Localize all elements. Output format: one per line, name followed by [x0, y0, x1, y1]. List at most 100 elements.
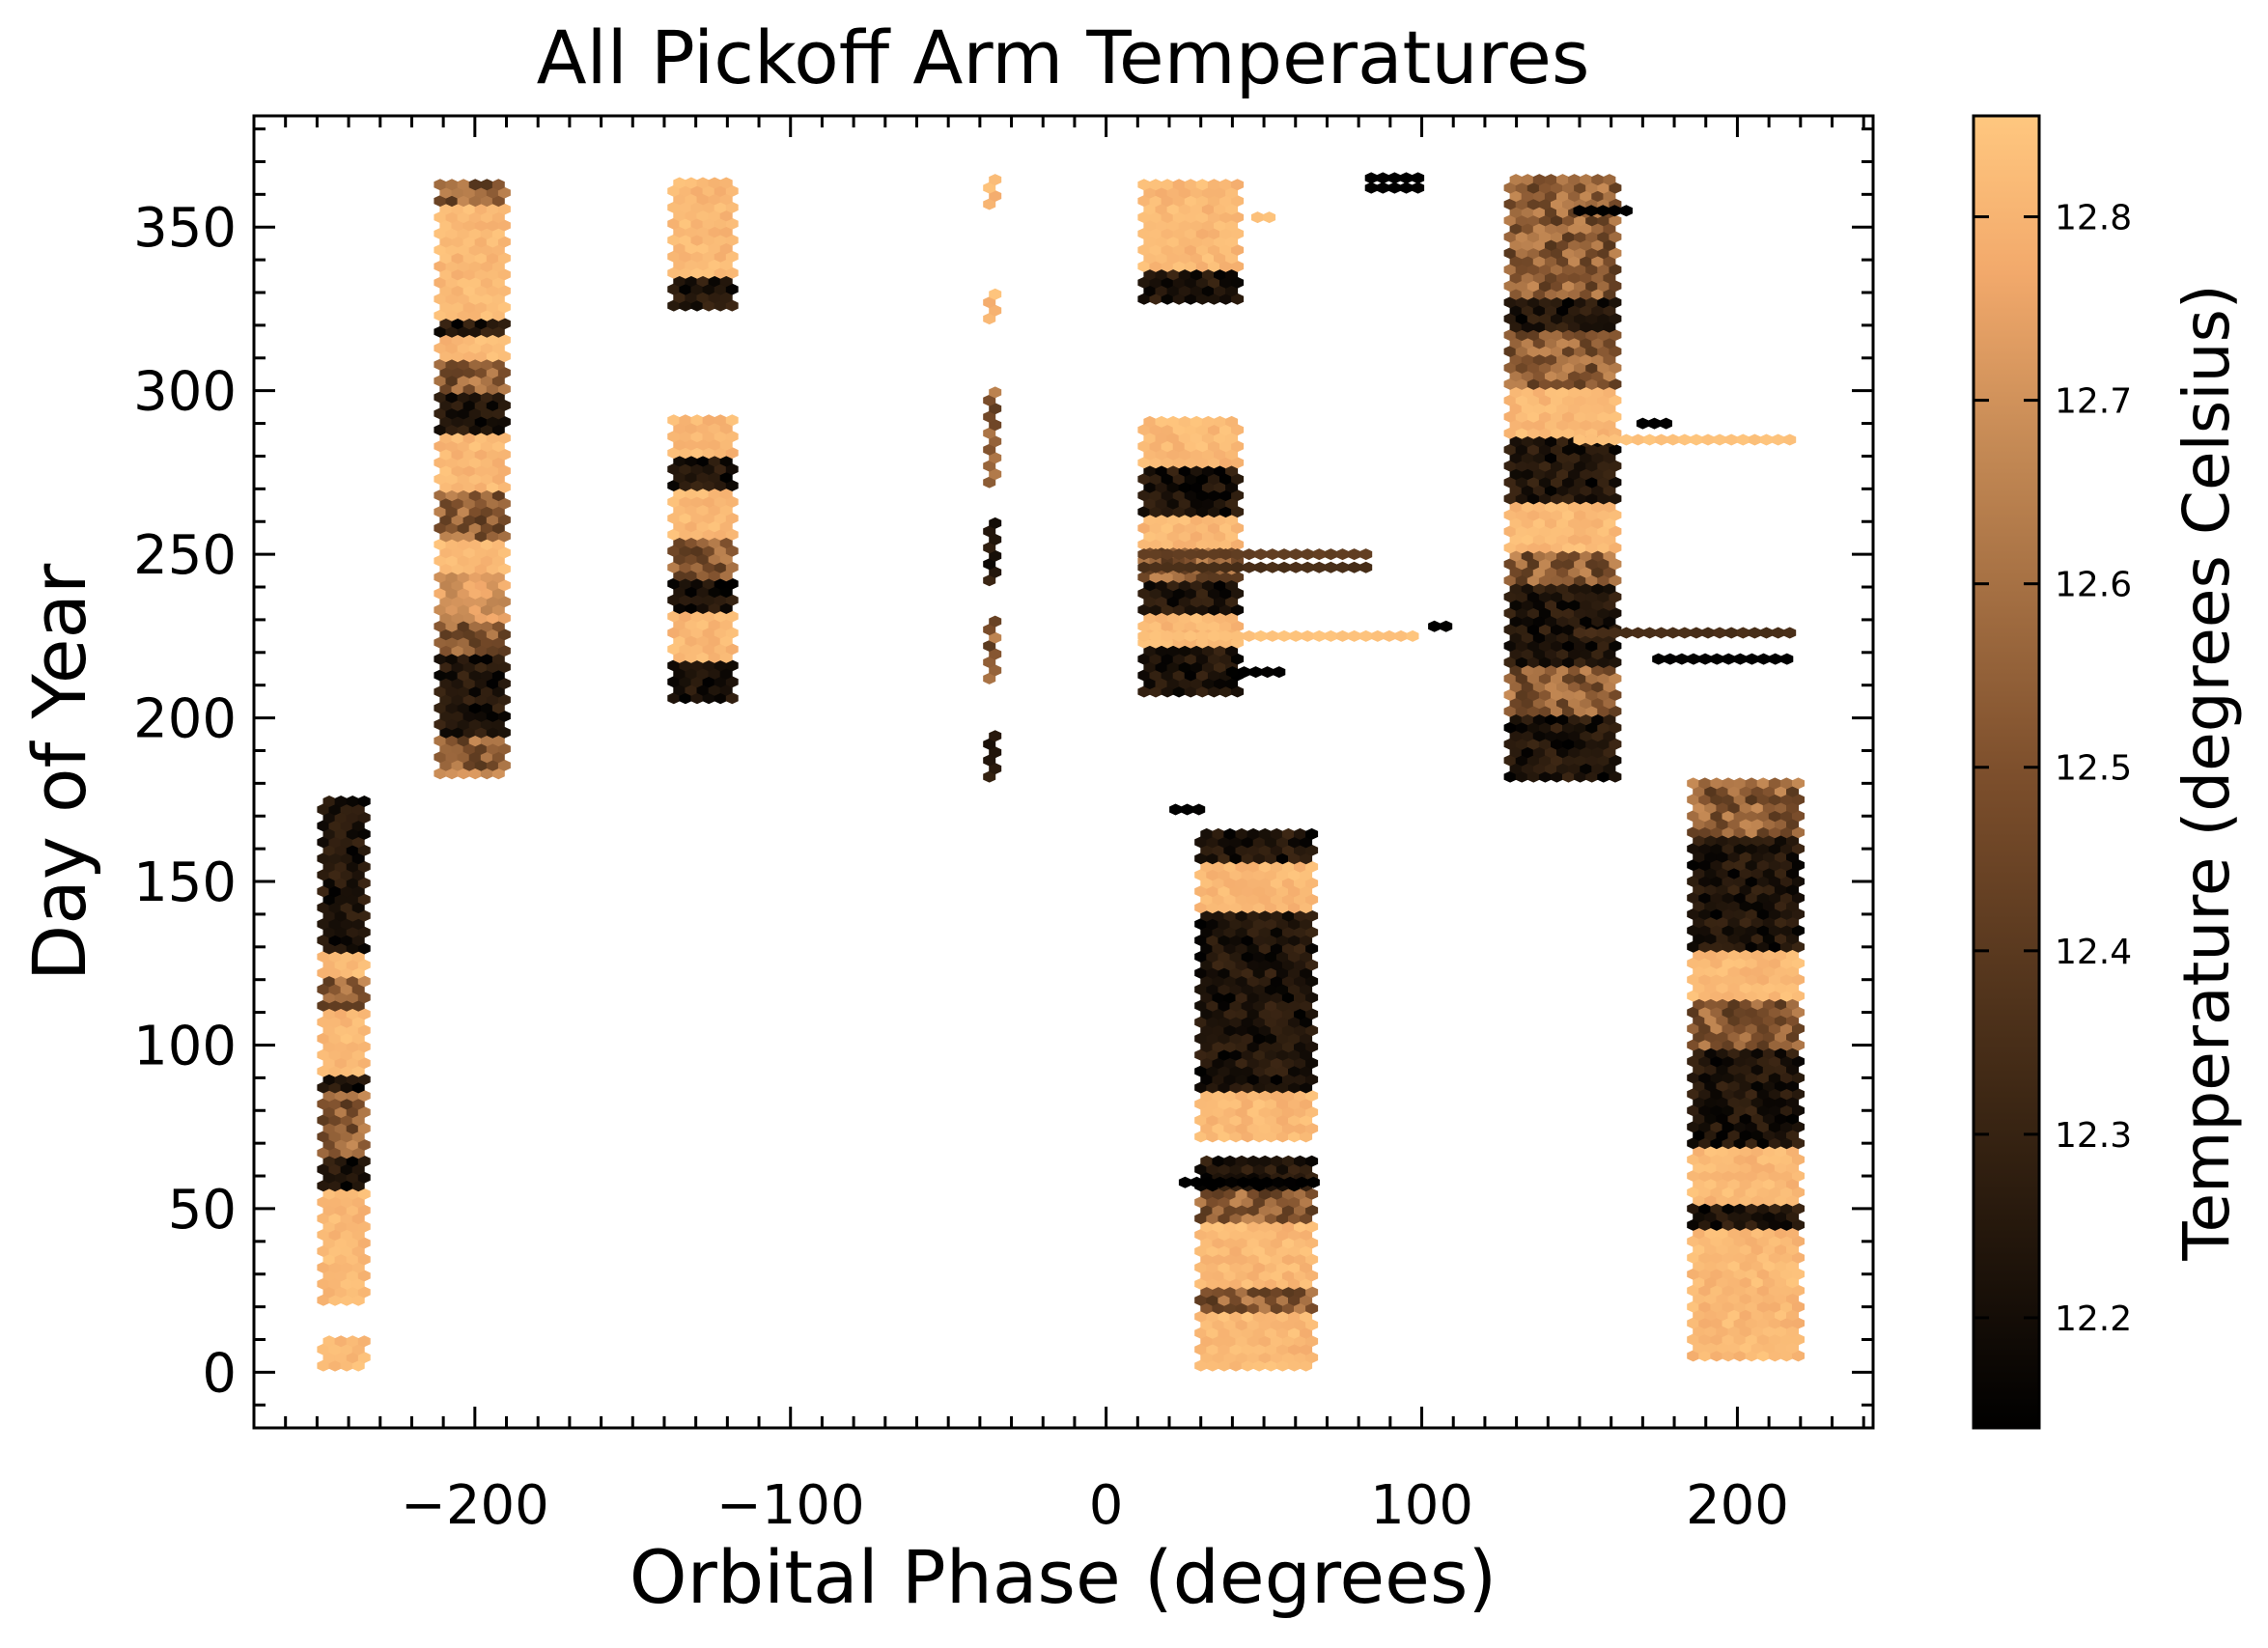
hex-cell [1137, 571, 1151, 583]
hex-cell [1580, 582, 1593, 595]
hex-cell [1762, 883, 1776, 896]
hex-cell [1270, 877, 1283, 889]
hex-cell [1214, 236, 1226, 248]
hex-cell [351, 836, 365, 849]
hex-cell [1562, 394, 1575, 406]
hex-cell [1609, 574, 1622, 587]
hex-cell [1207, 473, 1220, 486]
hex-cell [462, 203, 476, 215]
hex-cell [708, 242, 721, 255]
hex-cell [1538, 688, 1552, 701]
hex-cell [1235, 1024, 1248, 1037]
hex-cell [1526, 591, 1540, 603]
hex-cell [1149, 548, 1162, 561]
hex-cell [690, 266, 704, 279]
hex-cell [434, 489, 447, 502]
hex-cell [1556, 207, 1569, 218]
hex-cell [480, 669, 493, 682]
hex-cell [1509, 271, 1523, 284]
hex-cell [486, 367, 499, 378]
hex-cell [1184, 179, 1197, 191]
hex-cell [1231, 685, 1245, 698]
hex-cell [1603, 697, 1616, 710]
hex-cell [1704, 1293, 1718, 1305]
hex-cell [1289, 548, 1302, 561]
hex-cell [1716, 1342, 1729, 1354]
hex-cell [1722, 1333, 1735, 1346]
hex-cell [322, 860, 336, 873]
hex-cell [1161, 228, 1174, 239]
hex-cell [1597, 182, 1610, 194]
hex-cell [1194, 1131, 1208, 1143]
hex-cell [1229, 951, 1243, 963]
hex-cell [334, 992, 348, 1004]
hex-cell [1229, 1065, 1243, 1077]
hex-cell [1568, 386, 1582, 399]
hex-cell [1223, 827, 1237, 840]
hex-cell [1241, 1213, 1254, 1225]
hex-cell [1178, 579, 1191, 592]
hex-cell [1750, 1211, 1764, 1223]
hex-cell [1509, 615, 1523, 628]
hex-cell [1521, 288, 1534, 300]
hex-cell [491, 669, 505, 682]
hex-cell [1258, 975, 1272, 988]
hex-cell [1750, 851, 1764, 863]
hex-cell [1739, 998, 1752, 1011]
hex-cell [1768, 1187, 1781, 1198]
hex-cell [1792, 1072, 1805, 1084]
hex-cell [714, 447, 727, 460]
hex-cell [673, 619, 686, 630]
hex-cell [1739, 1145, 1752, 1158]
hex-cell [1252, 852, 1266, 865]
hex-cell [1241, 1065, 1254, 1077]
hex-cell [1739, 883, 1752, 896]
hex-cell [1585, 362, 1599, 374]
hex-cell [1258, 860, 1272, 873]
hex-cell [1562, 231, 1575, 243]
hex-cell [1704, 834, 1718, 847]
hex-cell [474, 481, 488, 493]
hex-cell [685, 553, 698, 566]
hex-cell [1515, 476, 1528, 489]
hex-cell [1562, 591, 1575, 603]
hex-cell [1184, 669, 1197, 682]
hex-cell [1252, 1245, 1266, 1257]
hex-cell [1768, 1284, 1781, 1297]
hex-cell [1515, 574, 1528, 587]
hex-cell [480, 325, 493, 338]
hex-cell [1509, 321, 1523, 333]
hex-cell [1526, 738, 1540, 750]
hex-cell [719, 259, 733, 271]
hex-cell [1214, 612, 1226, 625]
hex-cell [989, 746, 1002, 759]
hex-cell [679, 283, 692, 295]
hex-cell [1591, 174, 1605, 186]
hex-cell [1400, 172, 1413, 184]
hex-cell [1768, 859, 1781, 872]
hex-cell [1206, 869, 1219, 881]
hex-cell [1722, 990, 1735, 1002]
hex-cell [1603, 485, 1616, 496]
hex-cell [702, 266, 715, 279]
hex-cell [357, 1074, 371, 1086]
hex-cell [1687, 859, 1700, 872]
hex-cell [1779, 794, 1793, 806]
hex-cell [1515, 346, 1528, 357]
hex-cell [1722, 1039, 1735, 1051]
hex-cell [1137, 457, 1151, 469]
hex-cell [708, 586, 721, 599]
hex-cell [1779, 1317, 1793, 1329]
hex-cell [714, 676, 727, 688]
hex-cell [1137, 244, 1151, 256]
hex-cell [1281, 1106, 1295, 1118]
hex-cell [1225, 268, 1239, 281]
hex-cell [714, 512, 727, 524]
hex-cell [1194, 1081, 1208, 1094]
hex-cell [1246, 1024, 1260, 1037]
hex-cell [1722, 1300, 1735, 1313]
hex-cell [1756, 908, 1770, 920]
hex-cell [491, 325, 505, 338]
hex-cell [1371, 629, 1385, 642]
hex-cell [983, 624, 996, 636]
